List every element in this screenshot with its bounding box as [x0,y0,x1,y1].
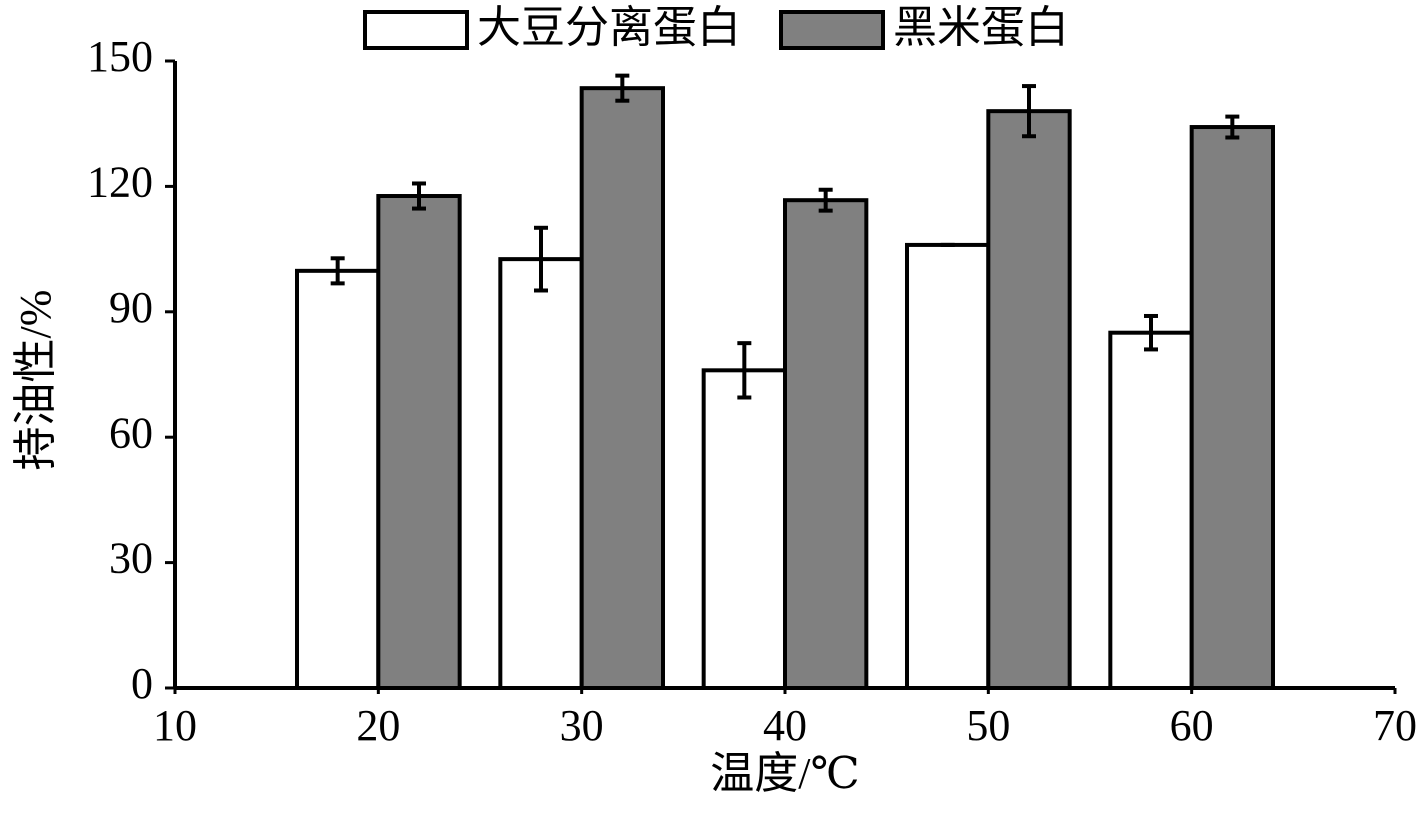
y-axis-label: 持油性/% [11,290,60,471]
bar [295,268,381,690]
error-bar [818,187,833,213]
legend-label: 大豆分离蛋白 [477,3,741,52]
error-bar [534,225,548,293]
bar [376,194,462,690]
x-tick-label: 20 [356,701,400,750]
error-bar [412,181,426,211]
x-tick-label: 40 [763,701,807,750]
bar [905,242,991,690]
bar [701,368,788,690]
y-tick-label: 30 [109,534,153,583]
bar [498,257,584,690]
error-bar [1022,84,1036,139]
x-tick-label: 30 [560,701,604,750]
x-tick-label: 70 [1373,701,1417,750]
error-bar [737,341,752,400]
bar [1108,330,1194,690]
legend-swatch [779,10,885,50]
bar [579,86,666,691]
error-bar [1144,313,1158,352]
error-bar [1225,114,1240,140]
y-tick-label: 150 [87,32,153,81]
bar [986,109,1072,691]
x-tick-label: 60 [1170,701,1214,750]
bar [1189,125,1275,690]
y-tick-label: 0 [131,659,153,708]
x-tick-label: 50 [966,701,1010,750]
y-tick-label: 60 [109,408,153,457]
legend-label: 黑米蛋白 [893,3,1069,52]
legend-swatch [363,10,469,50]
x-tick-label: 10 [153,701,197,750]
y-tick-label: 90 [109,283,153,332]
error-bar [615,73,630,103]
error-bar [330,256,345,286]
y-tick-label: 120 [87,157,153,206]
bar [783,198,869,690]
x-axis-label: 温度/℃ [710,749,859,798]
